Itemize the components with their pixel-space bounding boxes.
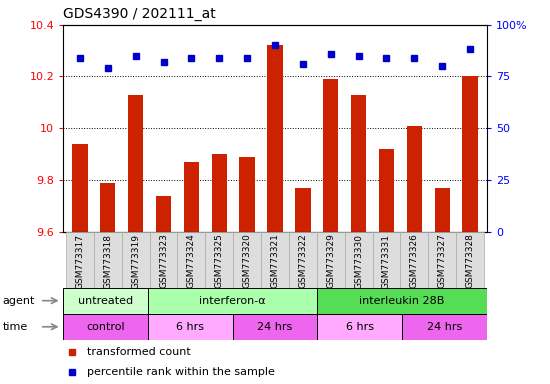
Bar (317, 288, 487, 314)
Bar (156, 196, 171, 232)
Bar (289, 232, 317, 288)
Bar (150, 232, 178, 288)
Bar (428, 232, 456, 288)
Text: GSM773330: GSM773330 (354, 233, 363, 289)
Text: GSM773321: GSM773321 (271, 233, 279, 288)
Text: GDS4390 / 202111_at: GDS4390 / 202111_at (63, 7, 216, 21)
Bar (233, 314, 317, 340)
Bar (295, 188, 311, 232)
Bar (267, 45, 283, 232)
Bar (63, 314, 148, 340)
Text: GSM773329: GSM773329 (326, 233, 335, 288)
Text: untreated: untreated (78, 296, 133, 306)
Bar (456, 232, 484, 288)
Text: GSM773327: GSM773327 (438, 233, 447, 288)
Bar (379, 149, 394, 232)
Bar (148, 288, 317, 314)
Bar (72, 144, 87, 232)
Bar (148, 314, 233, 340)
Bar (345, 232, 372, 288)
Text: GSM773326: GSM773326 (410, 233, 419, 288)
Text: GSM773318: GSM773318 (103, 233, 112, 289)
Text: 24 hrs: 24 hrs (427, 322, 462, 332)
Text: percentile rank within the sample: percentile rank within the sample (86, 367, 274, 377)
Text: transformed count: transformed count (86, 347, 190, 357)
Text: GSM773331: GSM773331 (382, 233, 391, 289)
Bar (261, 232, 289, 288)
Bar (128, 94, 144, 232)
Bar (233, 232, 261, 288)
Text: 6 hrs: 6 hrs (346, 322, 373, 332)
Text: interferon-α: interferon-α (199, 296, 266, 306)
Bar (317, 232, 345, 288)
Bar (317, 314, 402, 340)
Text: GSM773325: GSM773325 (215, 233, 224, 288)
Bar (100, 183, 116, 232)
Text: control: control (86, 322, 125, 332)
Text: agent: agent (3, 296, 35, 306)
Bar (434, 188, 450, 232)
Bar (205, 232, 233, 288)
Text: GSM773322: GSM773322 (298, 233, 307, 288)
Bar (212, 154, 227, 232)
Text: interleukin 28B: interleukin 28B (359, 296, 445, 306)
Bar (400, 232, 428, 288)
Text: GSM773323: GSM773323 (159, 233, 168, 288)
Bar (66, 232, 94, 288)
Bar (406, 126, 422, 232)
Text: time: time (3, 322, 28, 332)
Bar (178, 232, 205, 288)
Bar (94, 232, 122, 288)
Text: GSM773317: GSM773317 (75, 233, 85, 289)
Bar (351, 94, 366, 232)
Text: GSM773324: GSM773324 (187, 233, 196, 288)
Text: GSM773319: GSM773319 (131, 233, 140, 289)
Bar (122, 232, 150, 288)
Text: 6 hrs: 6 hrs (177, 322, 204, 332)
Bar (402, 314, 487, 340)
Bar (63, 288, 148, 314)
Text: GSM773328: GSM773328 (465, 233, 475, 288)
Bar (463, 76, 478, 232)
Bar (184, 162, 199, 232)
Bar (323, 79, 338, 232)
Bar (372, 232, 400, 288)
Text: 24 hrs: 24 hrs (257, 322, 293, 332)
Text: GSM773320: GSM773320 (243, 233, 252, 288)
Bar (239, 157, 255, 232)
